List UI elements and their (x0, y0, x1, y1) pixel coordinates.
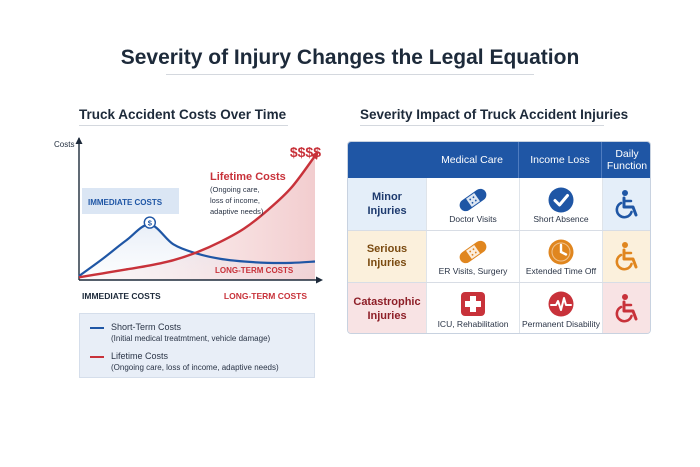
cell-text: Permanent Disability (522, 319, 600, 329)
title-divider (166, 74, 534, 75)
header-divider (518, 142, 519, 178)
lifetime-costs-label: Lifetime Costs (210, 171, 286, 183)
wheelchair-icon (614, 241, 642, 276)
x-axis-label-immediate: IMMEDIATE COSTS (82, 291, 161, 301)
cell-text: ICU, Rehabilitation (437, 319, 509, 329)
row-label-line: Injuries (367, 205, 407, 217)
legend-swatch-red (90, 356, 104, 358)
income-loss-cell: Short Absence (519, 178, 602, 230)
row-label-line: Minor (372, 191, 402, 203)
income-loss-cell: Extended Time Off (519, 230, 602, 282)
x-axis-label-longterm: LONG-TERM COSTS (224, 291, 307, 301)
row-label-line: Serious (366, 243, 408, 255)
chart-title: Truck Accident Costs Over Time (79, 107, 287, 122)
table-row: Serious Injuries ER Visits, Surgery Extende… (348, 230, 650, 282)
severity-table: Medical Care Income Loss Daily Function … (347, 141, 651, 334)
bandage-icon (455, 238, 491, 271)
table-row: Minor Injuries Doctor Visits Short Absence (348, 178, 650, 230)
legend-swatch-blue (90, 327, 104, 329)
cost-chart: IMMEDIATE COSTS $ Costs $$$$ Lifetime Costs (… (54, 137, 323, 301)
medical-care-cell: Doctor Visits (426, 178, 519, 230)
medical-care-cell: ICU, Rehabilitation (426, 282, 519, 333)
lifetime-note: adaptive needs) (210, 207, 264, 216)
cell-text: Extended Time Off (525, 266, 597, 276)
legend-subtitle: (Ongoing care, loss of income, adaptive … (111, 363, 279, 372)
cell-text: ER Visits, Surgery (438, 266, 508, 276)
legend-item-short-term: Short-Term Costs (Initial medical treatm… (90, 321, 270, 344)
wheelchair-icon (614, 293, 642, 328)
medical-cross-icon (459, 290, 487, 323)
peak-marker (143, 216, 157, 229)
lifetime-note: loss of income, (210, 196, 260, 205)
header-medical-care: Medical Care (441, 154, 503, 166)
table-header: Medical Care Income Loss Daily Function (348, 142, 650, 178)
row-label-line: Catastrophic (353, 295, 421, 308)
daily-function-cell (602, 282, 650, 333)
daily-function-cell (602, 230, 650, 282)
row-label-line: Injuries (367, 309, 407, 322)
row-label: Catastrophic Injuries (348, 282, 426, 333)
checkmark-icon (547, 186, 575, 219)
row-divider (348, 282, 650, 283)
lifetime-line (78, 155, 316, 279)
immediate-costs-band (82, 188, 179, 214)
medical-care-cell: ER Visits, Surgery (426, 230, 519, 282)
wheelchair-icon (614, 189, 642, 224)
legend-title: Short-Term Costs (111, 322, 182, 332)
page-title: Severity of Injury Changes the Legal Equ… (120, 46, 580, 69)
immediate-band-label: IMMEDIATE COSTS (88, 198, 163, 207)
short-term-area (79, 224, 315, 280)
chart-legend: Short-Term Costs (Initial medical treatm… (79, 313, 315, 378)
y-axis-arrow (75, 137, 83, 144)
chart-title-divider (79, 125, 288, 126)
lifetime-arrow (310, 151, 319, 160)
table-row: Catastrophic Injuries ICU, Rehabilitation P… (348, 282, 650, 333)
header-daily-function: Daily Function (606, 148, 648, 172)
legend-title: Lifetime Costs (111, 351, 169, 361)
table-title-divider (360, 125, 604, 126)
cell-text: Short Absence (533, 214, 589, 224)
y-axis-label: Costs (54, 140, 74, 149)
x-axis-arrow (316, 276, 323, 284)
peak-marker-symbol: $ (148, 219, 153, 228)
table-title: Severity Impact of Truck Accident Injuri… (360, 107, 629, 122)
heartbeat-icon (547, 290, 575, 323)
legend-item-lifetime: Lifetime Costs (Ongoing care, loss of in… (90, 350, 279, 373)
row-label: Serious Injuries (348, 230, 426, 282)
legend-subtitle: (Initial medical treatmtment, vehicle da… (111, 334, 271, 343)
row-divider (348, 230, 650, 231)
income-loss-cell: Permanent Disability (519, 282, 602, 333)
daily-function-cell (602, 178, 650, 230)
cell-text: Doctor Visits (449, 214, 497, 224)
lifetime-note: (Ongoing care, (210, 185, 260, 194)
header-divider (601, 142, 602, 178)
header-income-loss: Income Loss (530, 154, 590, 166)
short-term-line (78, 223, 316, 277)
row-label: Minor Injuries (348, 178, 426, 230)
money-signs: $$$$ (290, 144, 321, 160)
row-label-line: Injuries (367, 257, 407, 269)
lifetime-area (79, 155, 315, 280)
clock-icon (547, 238, 575, 271)
longterm-band-label: LONG-TERM COSTS (215, 266, 294, 275)
bandage-icon (455, 186, 491, 219)
